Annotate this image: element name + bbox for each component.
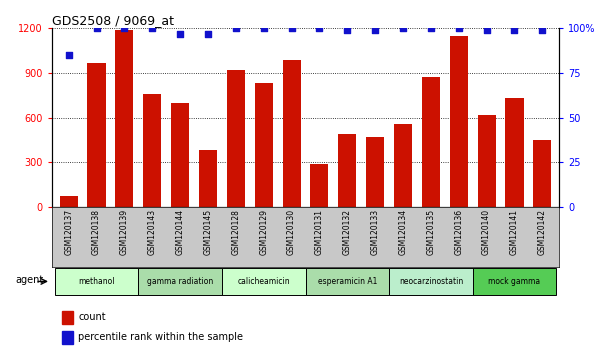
Point [92, 25, 101, 31]
Bar [55, 268, 138, 295]
Point [147, 25, 157, 31]
Text: GSM120144: GSM120144 [175, 209, 185, 255]
Text: GSM120129: GSM120129 [259, 209, 268, 255]
Point [342, 27, 352, 33]
Point [287, 25, 296, 31]
Text: GSM120135: GSM120135 [426, 209, 436, 255]
Bar [533, 140, 551, 207]
Text: esperamicin A1: esperamicin A1 [318, 277, 377, 286]
Text: GSM120133: GSM120133 [371, 209, 379, 255]
Bar [422, 78, 440, 207]
Point [259, 25, 269, 31]
Bar [87, 63, 106, 207]
Point [175, 31, 185, 36]
Bar [115, 30, 133, 207]
Text: GSM120137: GSM120137 [64, 209, 73, 255]
Point [203, 31, 213, 36]
Text: GSM120131: GSM120131 [315, 209, 324, 255]
Text: GSM120143: GSM120143 [148, 209, 157, 255]
Text: agent: agent [16, 275, 44, 285]
Text: methanol: methanol [78, 277, 115, 286]
Bar [338, 134, 356, 207]
Bar [199, 150, 217, 207]
Point [481, 27, 491, 33]
Text: calicheamicin: calicheamicin [238, 277, 290, 286]
Text: GSM120142: GSM120142 [538, 209, 547, 255]
Text: percentile rank within the sample: percentile rank within the sample [78, 332, 243, 342]
Bar [62, 311, 73, 324]
Text: GSM120134: GSM120134 [398, 209, 408, 255]
Point [454, 25, 464, 31]
Bar [227, 70, 245, 207]
Bar [505, 98, 524, 207]
Text: GSM120140: GSM120140 [482, 209, 491, 255]
Text: GSM120138: GSM120138 [92, 209, 101, 255]
Text: GSM120141: GSM120141 [510, 209, 519, 255]
Bar [60, 196, 78, 207]
Text: gamma radiation: gamma radiation [147, 277, 213, 286]
Point [538, 27, 547, 33]
Bar [394, 124, 412, 207]
Point [398, 25, 408, 31]
Point [231, 25, 241, 31]
Bar [389, 268, 473, 295]
Point [120, 25, 130, 31]
Text: mock gamma: mock gamma [488, 277, 541, 286]
Bar [222, 268, 306, 295]
Text: GSM120136: GSM120136 [454, 209, 463, 255]
Bar [478, 115, 496, 207]
Text: count: count [78, 312, 106, 322]
Bar [282, 59, 301, 207]
Point [370, 27, 380, 33]
Bar [143, 94, 161, 207]
Text: neocarzinostatin: neocarzinostatin [399, 277, 463, 286]
Bar [473, 268, 556, 295]
Point [64, 52, 73, 58]
Bar [310, 164, 329, 207]
Bar [138, 268, 222, 295]
Point [426, 25, 436, 31]
Bar [255, 84, 273, 207]
Point [315, 25, 324, 31]
Bar [171, 103, 189, 207]
Bar [366, 137, 384, 207]
Text: GDS2508 / 9069_at: GDS2508 / 9069_at [52, 14, 174, 27]
Text: GSM120130: GSM120130 [287, 209, 296, 255]
Bar [450, 36, 468, 207]
Text: GSM120128: GSM120128 [232, 209, 240, 255]
Text: GSM120132: GSM120132 [343, 209, 352, 255]
Bar [306, 268, 389, 295]
Text: GSM120139: GSM120139 [120, 209, 129, 255]
Text: GSM120145: GSM120145 [203, 209, 213, 255]
Bar [62, 331, 73, 343]
Point [510, 27, 519, 33]
